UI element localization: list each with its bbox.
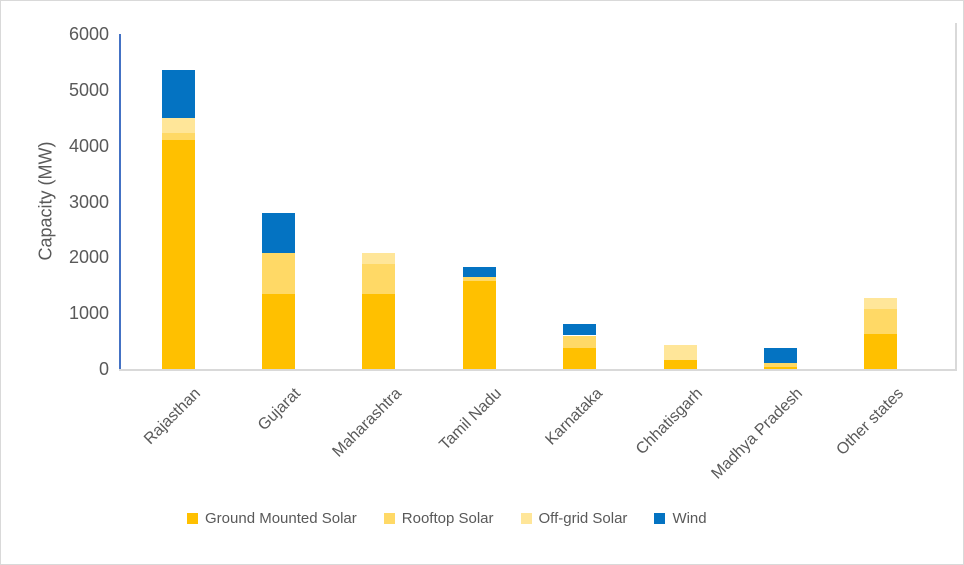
- bar-segment: [261, 253, 295, 295]
- legend-swatch-icon: [654, 513, 666, 524]
- legend-label: Off-grid Solar: [538, 510, 628, 527]
- bar-segment: [161, 70, 195, 119]
- bar-segment: [161, 140, 195, 369]
- bar-segment: [663, 344, 697, 360]
- bar-segment: [161, 118, 195, 133]
- bar-segment: [362, 294, 396, 369]
- bar-segment: [563, 324, 597, 336]
- bar-segment: [763, 363, 797, 367]
- bar-segment: [864, 333, 898, 369]
- bar-segment: [864, 298, 898, 310]
- y-tick-label: 5000: [68, 79, 109, 100]
- bar-segment: [161, 132, 195, 141]
- bar-segment: [663, 359, 697, 369]
- x-axis-line: [119, 369, 957, 371]
- y-tick-label: 4000: [68, 135, 109, 156]
- legend-item: Rooftop Solar: [383, 510, 494, 527]
- bar-segment: [362, 252, 396, 265]
- y-tick-label: 6000: [68, 24, 109, 44]
- y-tick-label: 2000: [68, 247, 109, 268]
- legend-item: Wind: [654, 510, 707, 527]
- y-tick-label: 3000: [68, 191, 109, 212]
- legend-label: Ground Mounted Solar: [205, 510, 357, 527]
- legend-label: Wind: [672, 510, 707, 527]
- legend-swatch-icon: [383, 513, 395, 524]
- bar-segment: [462, 266, 496, 277]
- bar-segment: [864, 309, 898, 334]
- bar-segment: [362, 264, 396, 295]
- bar-segment: [563, 347, 597, 369]
- bar-segment: [261, 212, 295, 254]
- legend: Ground Mounted Solar Rooftop Solar Off-gri…: [187, 510, 707, 527]
- y-axis-line: [119, 34, 121, 370]
- legend-label: Rooftop Solar: [401, 510, 494, 527]
- bar-segment: [563, 335, 597, 348]
- legend-item: Ground Mounted Solar: [187, 510, 357, 527]
- legend-swatch-icon: [520, 513, 532, 524]
- bar-segment: [261, 294, 295, 369]
- bar-segment: [763, 347, 797, 364]
- bar-segment: [763, 366, 797, 369]
- y-tick-label: 0: [98, 359, 109, 379]
- bar-segment: [462, 280, 496, 369]
- plot-right-border: [955, 23, 957, 371]
- legend-swatch-icon: [187, 513, 198, 524]
- y-tick-label: 1000: [68, 303, 109, 324]
- legend-item: Off-grid Solar: [520, 510, 628, 527]
- bar-segment: [462, 276, 496, 281]
